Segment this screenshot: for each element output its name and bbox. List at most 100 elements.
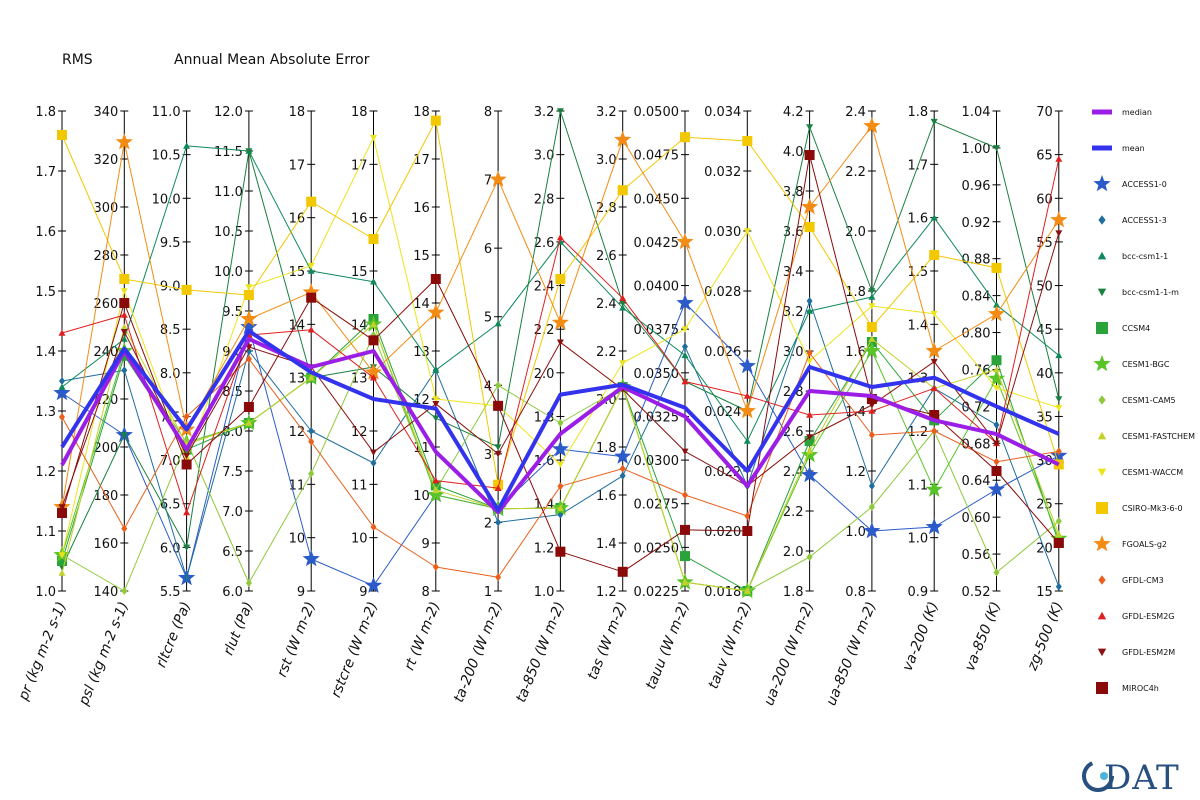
axis-label: tauu (W m-2) [643, 600, 693, 692]
tick-label: 17 [351, 158, 368, 173]
data-point [868, 482, 875, 490]
tick-label: 160 [93, 537, 118, 552]
tick-label: 0.0225 [634, 585, 680, 600]
data-point [308, 469, 315, 478]
data-point [494, 484, 502, 491]
tick-label: 70 [1036, 105, 1053, 120]
tick-label: 260 [93, 297, 118, 312]
tick-label: 1.04 [962, 105, 991, 120]
tick-label: 0.0325 [634, 410, 680, 425]
axis-label: tas (W m-2) [585, 600, 631, 683]
data-point [120, 329, 128, 336]
data-point [619, 360, 627, 367]
tick-label: 3.8 [783, 185, 804, 200]
data-point [738, 402, 756, 419]
data-point [183, 142, 191, 149]
data-point [494, 451, 502, 458]
legend-label: CESM1-WACCM [1122, 468, 1183, 477]
tick-label: 15 [1036, 585, 1053, 600]
tick-label: 11.0 [152, 105, 181, 120]
tick-label: 8.0 [160, 367, 181, 382]
data-point [868, 503, 875, 511]
legend-swatch [1096, 322, 1108, 334]
tick-label: 0.64 [962, 474, 991, 489]
data-point [801, 466, 819, 483]
tick-label: 2.6 [783, 425, 804, 440]
data-point [53, 384, 71, 401]
tick-label: 0.72 [962, 400, 991, 415]
data-point [306, 196, 317, 207]
axis-label: rstcre (W m-2) [328, 600, 381, 700]
data-point [556, 339, 564, 346]
tick-label: 0.020 [704, 525, 741, 540]
data-point [619, 471, 626, 480]
data-point [742, 526, 753, 536]
data-point [308, 437, 315, 446]
data-point [743, 228, 751, 235]
data-point [991, 466, 1002, 476]
legend-label: median [1122, 108, 1152, 117]
data-point [489, 170, 507, 187]
tick-label: 1.0 [534, 585, 555, 600]
data-point [495, 573, 502, 582]
data-point [987, 480, 1006, 497]
legend-swatch [1096, 682, 1108, 694]
data-point [556, 108, 564, 115]
tick-label: 1.4 [908, 318, 929, 333]
legend-swatch [1098, 575, 1106, 585]
data-point [681, 378, 689, 385]
tick-label: 9 [297, 585, 305, 600]
tick-label: 50 [1036, 280, 1053, 295]
tick-label: 300 [93, 201, 118, 216]
axis-label: va-850 (K) [962, 600, 1004, 674]
data-point [993, 420, 1000, 429]
data-point [120, 323, 128, 330]
legend-label: ACCESS1-0 [1122, 180, 1167, 189]
tick-label: 0.028 [704, 285, 741, 300]
tick-label: 5.5 [160, 585, 181, 600]
legend-entry: MIROC4h [1096, 682, 1159, 694]
data-point [57, 130, 67, 140]
legend-label: GFDL-ESM2M [1122, 648, 1175, 657]
tick-label: 14 [413, 297, 430, 312]
axis-label: ta-200 (W m-2) [451, 600, 506, 705]
tick-label: 1 [484, 585, 492, 600]
tick-label: 0.52 [962, 585, 991, 600]
tick-label: 2.0 [845, 225, 866, 240]
legend-entry: FGOALS-g2 [1093, 535, 1167, 552]
data-point [804, 222, 815, 232]
data-point [432, 477, 440, 484]
data-point [744, 512, 751, 520]
data-point [930, 214, 938, 221]
data-point [738, 357, 756, 374]
tick-label: 1.2 [845, 465, 866, 480]
data-point [430, 274, 441, 284]
data-point [551, 313, 569, 330]
tick-label: 7.0 [222, 505, 243, 520]
tick-label: 2.2 [783, 505, 804, 520]
data-point [364, 363, 383, 380]
tick-label: 65 [1036, 149, 1053, 164]
tick-label: 1.8 [783, 585, 804, 600]
tick-label: 15 [351, 265, 368, 280]
data-point [556, 461, 564, 468]
legend-swatch [1097, 431, 1107, 440]
axis-0: 1.0 1.1 1.2 1.3 1.4 1.5 1.6 1.7 1.8 pr (kg m-2 s-… [15, 105, 69, 704]
data-point [801, 446, 819, 463]
data-point [555, 546, 566, 557]
data-point [930, 310, 938, 318]
tick-label: 6.0 [222, 585, 243, 600]
legend-label: bcc-csm1-1 [1122, 252, 1168, 261]
data-point [1050, 529, 1068, 546]
data-point [493, 400, 504, 411]
data-point [115, 133, 133, 150]
data-point [868, 288, 876, 295]
tick-label: 2.0 [534, 367, 555, 382]
axis-15: 0.52 0.56 0.60 0.64 0.68 0.72 0.76 0.80 0.84 0.88… [962, 105, 1005, 673]
tick-label: 10.0 [214, 265, 243, 280]
data-point [183, 452, 191, 460]
tick-label: 3.4 [783, 265, 804, 280]
tick-label: 0.0375 [634, 323, 680, 338]
data-point [58, 552, 66, 559]
